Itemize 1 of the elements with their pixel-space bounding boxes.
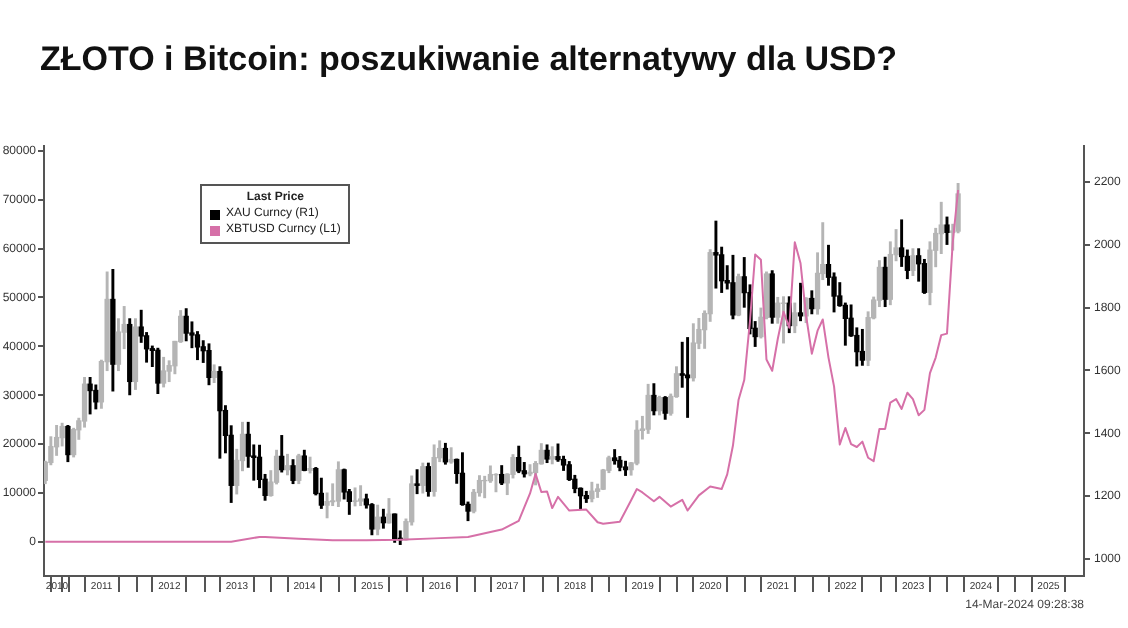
chart-title: ZŁOTO i Bitcoin: poszukiwanie alternatywy dla USD? [40, 40, 898, 80]
